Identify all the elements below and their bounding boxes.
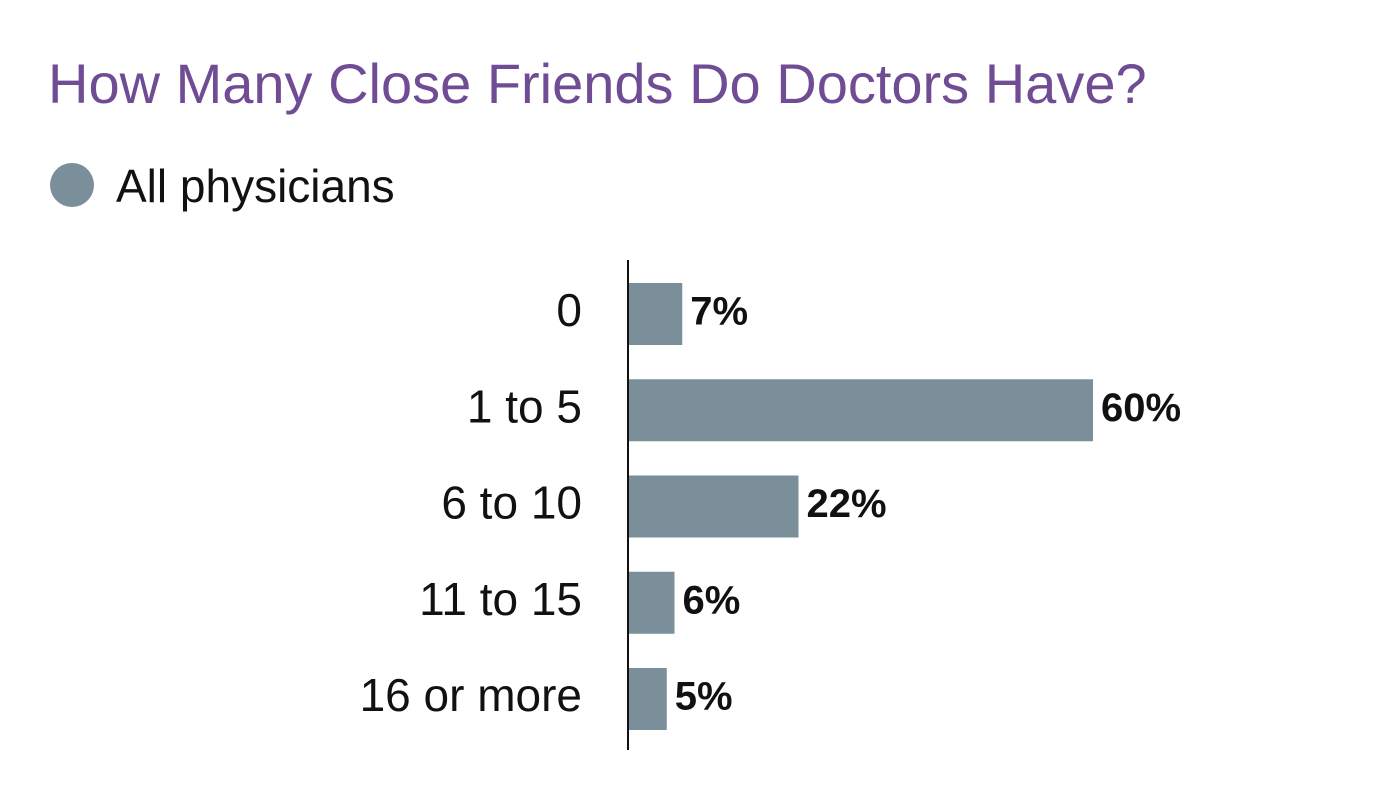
data-label: 5%	[675, 675, 733, 719]
legend-swatch	[50, 163, 94, 207]
chart-title: How Many Close Friends Do Doctors Have?	[48, 52, 1147, 115]
category-label: 0	[556, 284, 582, 336]
bar	[629, 283, 683, 345]
category-label: 6 to 10	[441, 477, 582, 529]
bar	[629, 475, 799, 538]
data-label: 60%	[1101, 386, 1181, 430]
category-label: 16 or more	[360, 669, 582, 721]
data-label: 7%	[690, 290, 748, 334]
bar	[629, 379, 1093, 442]
category-label: 1 to 5	[467, 380, 582, 432]
bar	[629, 571, 675, 634]
data-label: 6%	[683, 578, 741, 622]
legend-label: All physicians	[116, 160, 395, 212]
data-label: 22%	[807, 482, 887, 526]
bar	[629, 668, 667, 730]
category-label: 11 to 15	[419, 573, 582, 625]
